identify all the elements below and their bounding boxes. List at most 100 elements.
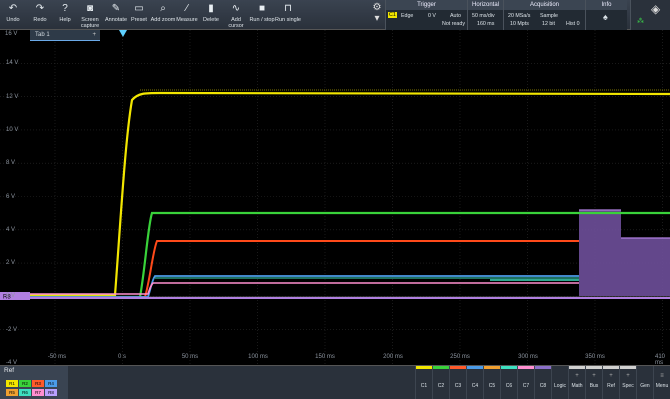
reference-waveform-block — [621, 238, 670, 296]
channel-color-strip — [603, 366, 619, 369]
ref-chip-r7[interactable]: R7 — [32, 389, 44, 396]
channel-button-c2[interactable]: C2 — [432, 366, 449, 399]
channel-button-c7[interactable]: C7 — [517, 366, 534, 399]
ref-chip-r2[interactable]: R2 — [19, 380, 31, 387]
delete-button[interactable]: ▮ Delete — [200, 0, 222, 30]
channel-button-c6[interactable]: C6 — [500, 366, 517, 399]
channel-2-waveform — [0, 211, 670, 299]
channel-color-strip — [535, 366, 551, 369]
reference-waveform-block — [579, 210, 621, 296]
add-icon: + — [575, 373, 579, 379]
trigger-state: Not ready — [442, 21, 465, 27]
channel-button-bus[interactable]: + Bus — [585, 366, 602, 399]
trigger-panel[interactable]: Trigger C1 Edge 0 V Auto Not ready — [385, 0, 467, 30]
add-cursor-button[interactable]: ∿ Add cursor — [226, 0, 246, 30]
channel-button-label: Bus — [589, 383, 599, 389]
toolbar-button-label: Run / stop — [249, 17, 275, 23]
horizontal-duration: 160 ms — [477, 21, 495, 27]
y-tick-label: 2 V — [6, 260, 16, 267]
tab-1[interactable]: Tab 1 + — [30, 30, 100, 41]
run-single-button[interactable]: ⊓ Run single — [275, 0, 301, 30]
add-zoom-button[interactable]: ⌕ Add zoom — [150, 0, 176, 30]
ref-chip-r4[interactable]: R4 — [45, 380, 57, 387]
undo-button[interactable]: ↶ Undo — [2, 0, 24, 30]
ref-chip-r8[interactable]: R8 — [45, 389, 57, 396]
channel-button-c8[interactable]: C8 — [534, 366, 551, 399]
info-title: Info — [586, 0, 627, 10]
info-panel[interactable]: Info ♠ — [585, 0, 627, 30]
add-icon: ≡ — [660, 373, 664, 379]
trigger-position-marker[interactable] — [119, 30, 127, 37]
channel-button-logic[interactable]: Logic — [551, 366, 568, 399]
channel-color-strip — [569, 366, 585, 369]
ref-chip-r5[interactable]: R5 — [6, 389, 18, 396]
redo-button[interactable]: ↷ Redo — [28, 0, 52, 30]
channel-button-c1[interactable]: C1 — [415, 366, 432, 399]
acquisition-panel[interactable]: Acquisition 20 MSa/s 10 Mpts Sample 12 b… — [503, 0, 585, 30]
annotate-button[interactable]: ✎ Annotate — [104, 0, 128, 30]
add-icon: + — [592, 373, 596, 379]
help-icon: ? — [62, 3, 68, 14]
channel-button-spec[interactable]: + Spec — [619, 366, 636, 399]
channel-button-gen[interactable]: Gen — [636, 366, 653, 399]
x-tick-label: 0 s — [117, 354, 127, 360]
toolbar-button-label: Add cursor — [228, 17, 244, 29]
ref-chip-r6[interactable]: R6 — [19, 389, 31, 396]
channel-color-strip — [586, 366, 602, 369]
y-tick-label: 6 V — [6, 193, 16, 200]
channel-button-label: C3 — [454, 383, 462, 389]
channel-button-c5[interactable]: C5 — [483, 366, 500, 399]
toolbar-button-label: Help — [59, 17, 71, 23]
horizontal-panel[interactable]: Horizontal 50 ms/div 160 ms — [467, 0, 503, 30]
add-tab-button[interactable]: + — [92, 32, 96, 38]
y-tick-label: 14 V — [6, 60, 19, 67]
ref-panel[interactable]: Ref R1 R2 R3 R4 R5 R6 R7 R8 — [0, 366, 68, 399]
channel-button-label: Menu — [655, 383, 669, 389]
help-button[interactable]: ? Help — [55, 0, 75, 30]
x-tick-label: 350 ms — [585, 354, 605, 360]
measure-icon: ∕ — [186, 3, 188, 14]
y-tick-label: 8 V — [6, 160, 16, 167]
channel-button-label: Math — [571, 383, 583, 389]
preset-button[interactable]: ▭ Preset — [130, 0, 148, 30]
channel-button-label: Logic — [554, 383, 566, 389]
x-tick-label: 410 ms — [654, 354, 666, 366]
add-icon: + — [626, 373, 630, 379]
sample-rate: 20 MSa/s — [508, 13, 531, 19]
screen-capture-button[interactable]: ◙ Screen capture — [78, 0, 102, 30]
measure-button[interactable]: ∕ Measure — [176, 0, 198, 30]
x-tick-label: 250 ms — [450, 354, 470, 360]
channel-button-menu[interactable]: ≡ Menu — [653, 366, 670, 399]
ref-chip-r1[interactable]: R1 — [6, 380, 18, 387]
channel-button-math[interactable]: + Math — [568, 366, 585, 399]
trigger-channel-badge: C1 — [388, 12, 397, 18]
toolbar-button-label: Preset — [131, 17, 147, 23]
channel-color-strip — [518, 366, 534, 369]
channel-button-label: C7 — [522, 383, 530, 389]
channel-button-label: Ref — [607, 383, 615, 389]
y-tick-label: 4 V — [6, 226, 16, 233]
channel-button-c3[interactable]: C3 — [449, 366, 466, 399]
channel-button-label: C6 — [505, 383, 513, 389]
settings-gear-icon[interactable]: ⚙ ▾ — [372, 2, 382, 24]
waveform-plot[interactable]: R8 Tab 1 + 16 V 14 V 12 V 10 V 8 V 6 V 4 V 2 V 0… — [0, 30, 670, 366]
ref-chip-r3[interactable]: R3 — [32, 380, 44, 387]
record-points: 10 Mpts — [510, 21, 529, 27]
trigger-mode: Auto — [450, 13, 461, 19]
waveform-canvas[interactable]: R8 — [0, 30, 670, 365]
y-tick-label: -4 V — [6, 360, 18, 366]
trigger-type: Edge — [401, 13, 414, 19]
run-stop-button[interactable]: ■ Run / stop — [249, 0, 275, 30]
network-icon[interactable]: ◈ ⁂ — [630, 0, 670, 30]
add-icon — [637, 373, 653, 383]
channel-color-strip — [501, 366, 517, 369]
channel-button-label: C8 — [539, 383, 547, 389]
channel-button-c4[interactable]: C4 — [466, 366, 483, 399]
bottom-bar: Ref R1 R2 R3 R4 R5 R6 R7 R8 C1 C2 C3 C4 C5 C6 C… — [0, 365, 670, 399]
y-tick-label: 16 V — [5, 31, 18, 37]
y-tick-label: 12 V — [6, 93, 19, 100]
channel-button-ref[interactable]: + Ref — [602, 366, 619, 399]
trash-icon: ▮ — [208, 3, 214, 14]
toolbar-button-label: Screen capture — [80, 17, 100, 29]
add-icon — [433, 373, 449, 383]
